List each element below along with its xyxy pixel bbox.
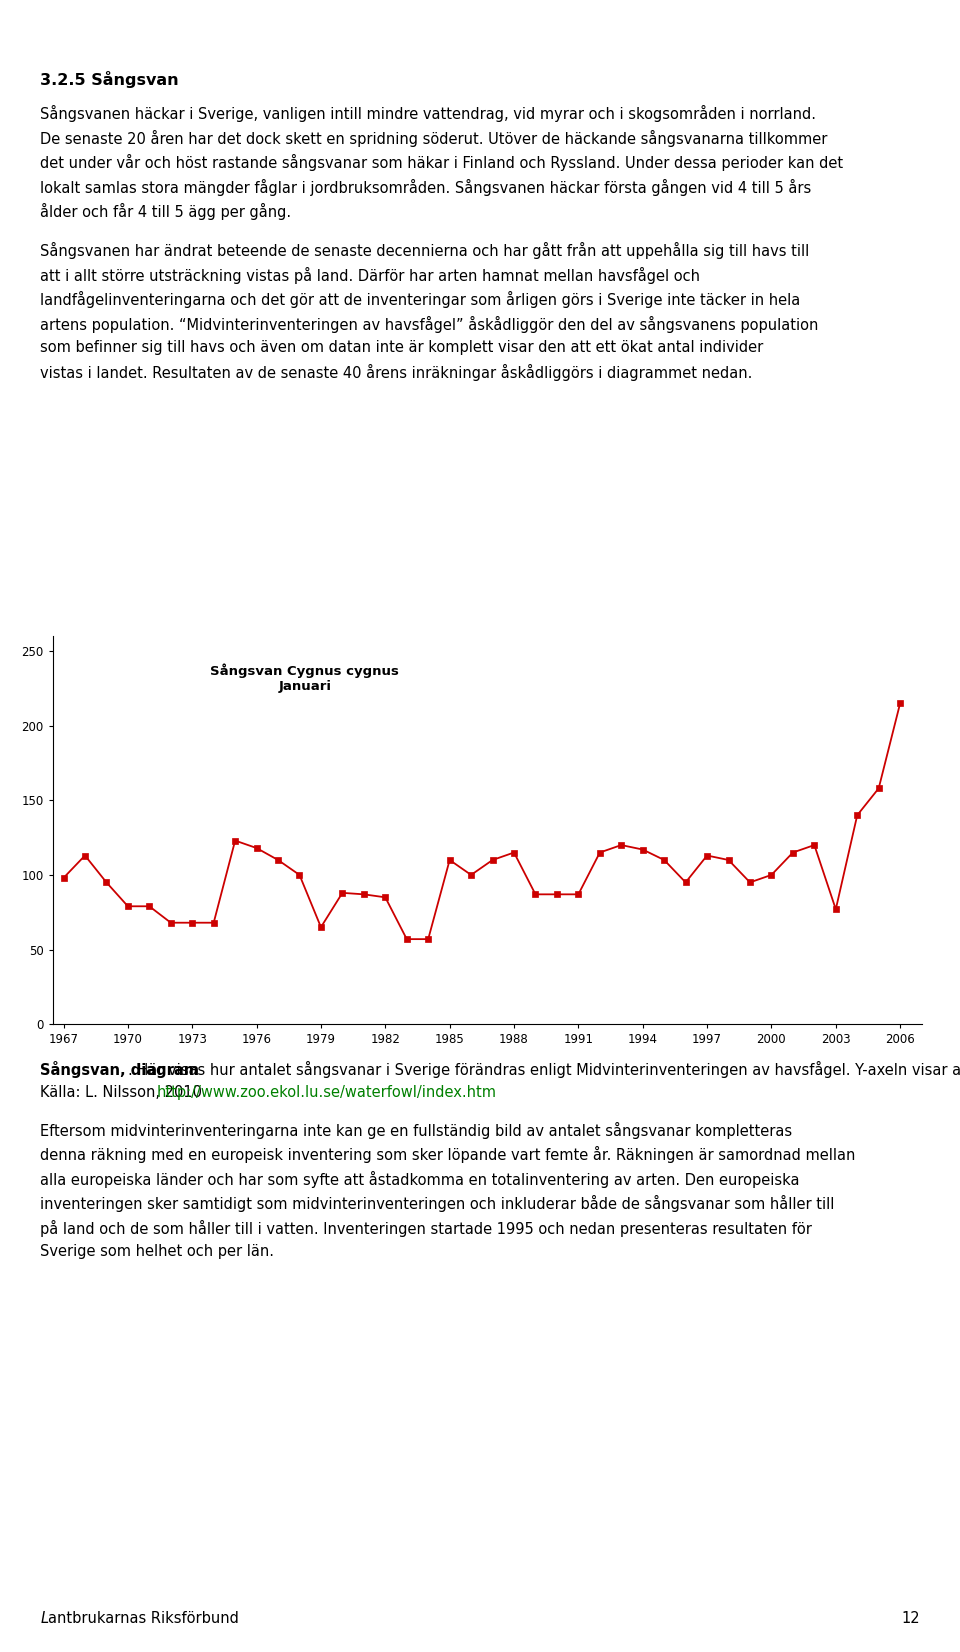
Text: att i allt större utsträckning vistas på land. Därför har arten hamnat mellan ha: att i allt större utsträckning vistas på… — [40, 266, 701, 284]
Text: Sångsvan, diagram: Sångsvan, diagram — [40, 1061, 200, 1077]
Text: Eftersom midvinterinventeringarna inte kan ge en fullständig bild av antalet sån: Eftersom midvinterinventeringarna inte k… — [40, 1122, 792, 1138]
Text: lokalt samlas stora mängder fåglar i jordbruksområden. Sångsvanen häckar första : lokalt samlas stora mängder fåglar i jor… — [40, 178, 811, 195]
Text: 12: 12 — [901, 1611, 920, 1626]
Text: på land och de som håller till i vatten. Inventeringen startade 1995 och nedan p: på land och de som håller till i vatten.… — [40, 1219, 812, 1237]
Text: alla europeiska länder och har som syfte att åstadkomma en totalinventering av a: alla europeiska länder och har som syfte… — [40, 1171, 800, 1188]
Text: artens population. “Midvinterinventeringen av havsfågel” åskådliggör den del av : artens population. “Midvinterinventering… — [40, 316, 819, 332]
Text: Sverige som helhet och per län.: Sverige som helhet och per län. — [40, 1244, 275, 1259]
Text: . Här visas hur antalet sångsvanar i Sverige förändras enligt Midvinterinventeri: . Här visas hur antalet sångsvanar i Sve… — [128, 1061, 960, 1077]
Text: 3.2.5 Sångsvan: 3.2.5 Sångsvan — [40, 71, 179, 88]
Text: Källa: L. Nilsson, 2010: Källa: L. Nilsson, 2010 — [40, 1085, 207, 1100]
Text: ålder och får 4 till 5 ägg per gång.: ålder och får 4 till 5 ägg per gång. — [40, 203, 292, 220]
Text: som befinner sig till havs och även om datan inte är komplett visar den att ett : som befinner sig till havs och även om d… — [40, 340, 763, 355]
Text: antbrukarnas Riksförbund: antbrukarnas Riksförbund — [48, 1611, 239, 1626]
Text: De senaste 20 åren har det dock skett en spridning söderut. Utöver de häckande s: De senaste 20 åren har det dock skett en… — [40, 131, 828, 147]
Text: http://www.zoo.ekol.lu.se/waterfowl/index.htm: http://www.zoo.ekol.lu.se/waterfowl/inde… — [156, 1085, 496, 1100]
Text: Sångsvanen häckar i Sverige, vanligen intill mindre vattendrag, vid myrar och i : Sångsvanen häckar i Sverige, vanligen in… — [40, 106, 816, 122]
Text: det under vår och höst rastande sångsvanar som häkar i Finland och Ryssland. Und: det under vår och höst rastande sångsvan… — [40, 154, 844, 172]
Text: Sångsvanen har ändrat beteende de senaste decennierna och har gått från att uppe: Sångsvanen har ändrat beteende de senast… — [40, 243, 809, 259]
Text: vistas i landet. Resultaten av de senaste 40 årens inräkningar åskådliggörs i di: vistas i landet. Resultaten av de senast… — [40, 365, 753, 382]
Text: L: L — [40, 1611, 48, 1626]
Text: Sångsvan Cygnus cygnus
Januari: Sångsvan Cygnus cygnus Januari — [210, 662, 399, 692]
Text: denna räkning med en europeisk inventering som sker löpande vart femte år. Räkni: denna räkning med en europeisk inventeri… — [40, 1146, 855, 1163]
Text: inventeringen sker samtidigt som midvinterinventeringen och inkluderar både de s: inventeringen sker samtidigt som midvint… — [40, 1194, 834, 1213]
Text: landfågelinventeringarna och det gör att de inventeringar som årligen görs i Sve: landfågelinventeringarna och det gör att… — [40, 291, 801, 309]
